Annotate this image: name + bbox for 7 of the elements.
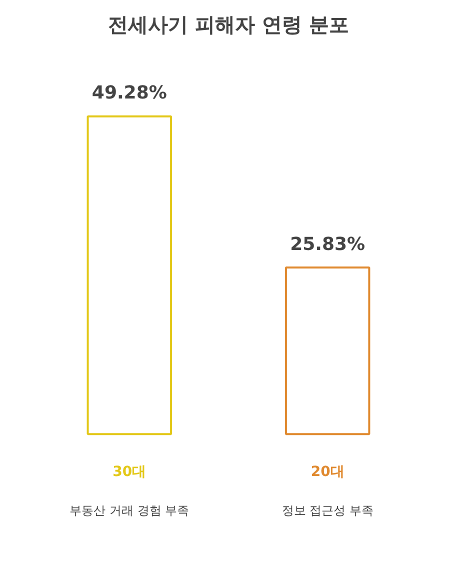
- data-label: 25.83%: [290, 234, 366, 255]
- data-label: 49.28%: [92, 82, 167, 104]
- text: 정보 접근성 부족: [282, 503, 374, 518]
- x-tick-label: 30대: [112, 464, 146, 480]
- text: 부동산 거래 경험 부족: [70, 503, 190, 518]
- chart-title: 전세사기 피해자 연령 분포: [108, 12, 349, 36]
- x-tick-label: 20대: [310, 464, 344, 480]
